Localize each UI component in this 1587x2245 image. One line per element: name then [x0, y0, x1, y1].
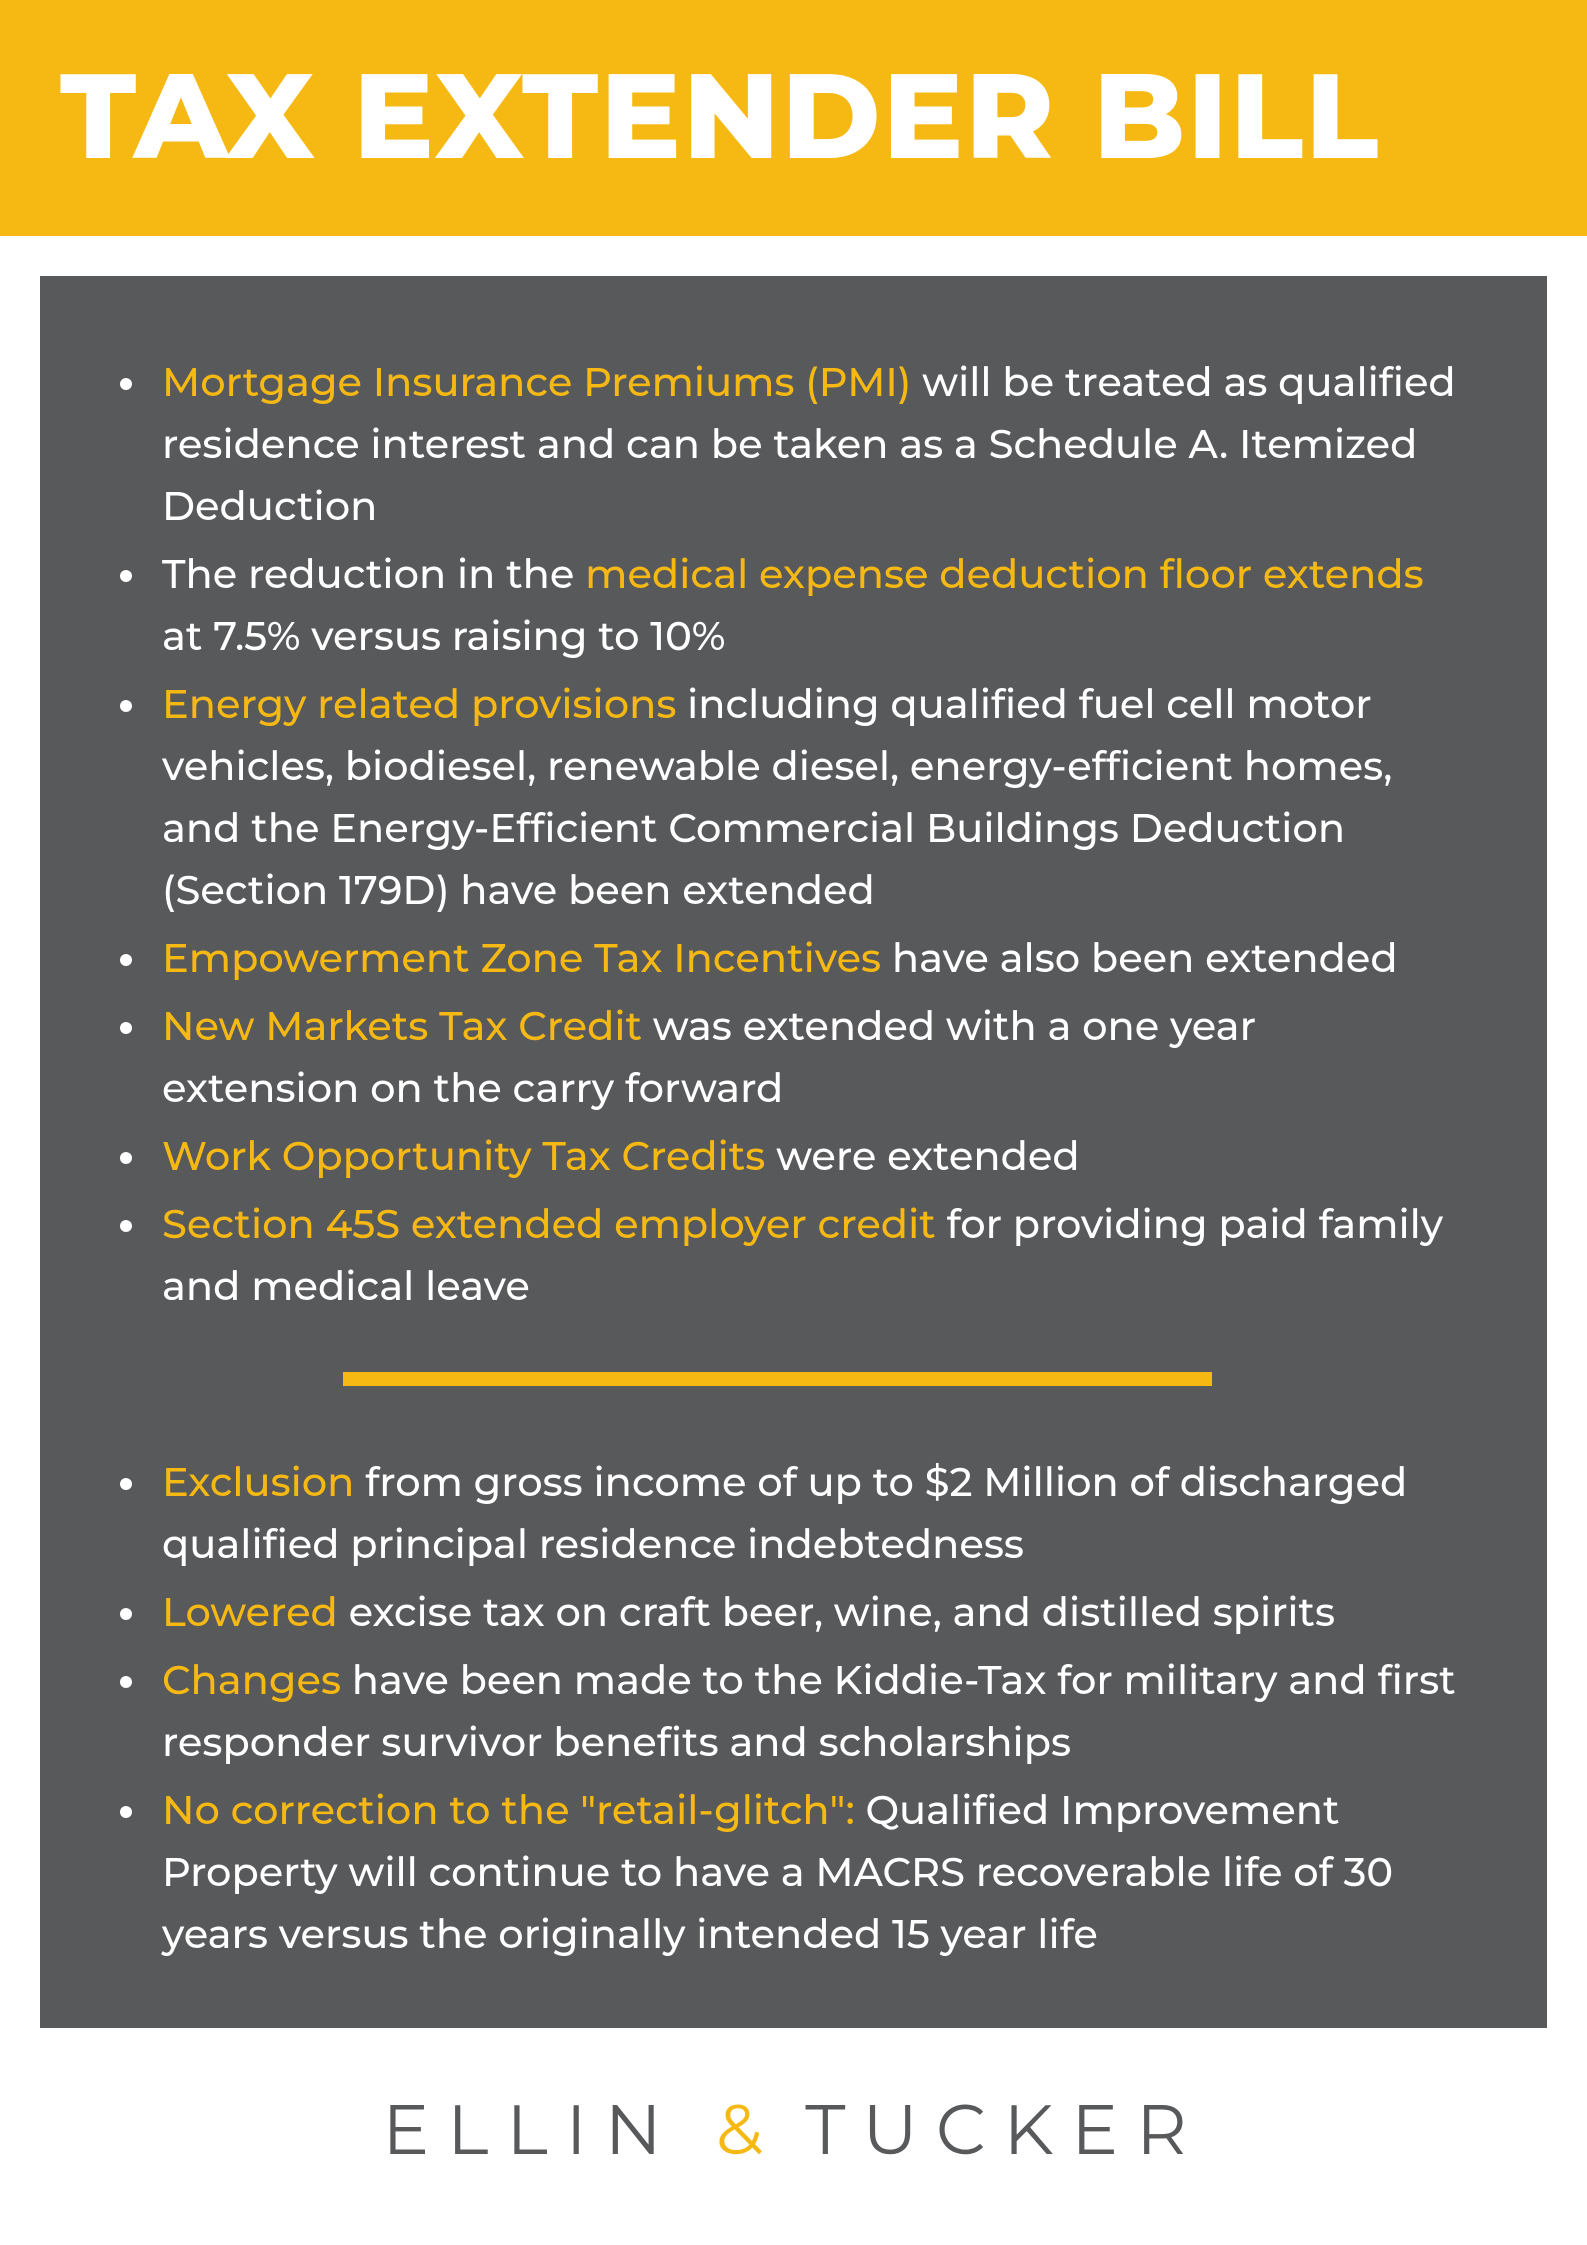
highlight-text: Section 45S extended employer credit	[162, 1200, 946, 1249]
footer: ELLIN & TUCKER	[0, 2028, 1587, 2172]
list-item: Work Opportunity Tax Credits were extend…	[98, 1126, 1457, 1188]
list-item: No correction to the "retail-glitch": Qu…	[98, 1780, 1457, 1966]
list-item: Empowerment Zone Tax Incentives have als…	[98, 928, 1457, 990]
page: TAX EXTENDER BILL Mortgage Insurance Pre…	[0, 0, 1587, 2172]
divider-rule	[343, 1372, 1213, 1386]
highlight-text: Lowered	[162, 1588, 338, 1637]
highlight-text: New Markets Tax Credit	[162, 1002, 642, 1051]
list-item: The reduction in the medical expense ded…	[98, 544, 1457, 668]
brand-amp-icon: &	[716, 2086, 769, 2172]
body-text: were extended	[765, 1132, 1079, 1181]
highlight-text: Empowerment Zone Tax Incentives	[162, 934, 881, 983]
body-text: The reduction in the	[162, 550, 585, 599]
content-panel: Mortgage Insurance Premiums (PMI) will b…	[40, 276, 1547, 2028]
list-item: New Markets Tax Credit was extended with…	[98, 996, 1457, 1120]
list-item: Lowered excise tax on craft beer, wine, …	[98, 1582, 1457, 1644]
bullet-list-2: Exclusion from gross income of up to $2 …	[98, 1452, 1457, 1966]
bullet-list-1: Mortgage Insurance Premiums (PMI) will b…	[98, 352, 1457, 1318]
list-item: Section 45S extended employer credit for…	[98, 1194, 1457, 1318]
brand-right: TUCKER	[805, 2086, 1205, 2172]
page-title: TAX EXTENDER BILL	[60, 56, 1527, 176]
body-text: have also been extended	[881, 934, 1398, 983]
list-item: Mortgage Insurance Premiums (PMI) will b…	[98, 352, 1457, 538]
highlight-text: No correction to the "retail-glitch":	[162, 1786, 855, 1835]
highlight-text: Mortgage Insurance Premiums (PMI)	[162, 358, 911, 407]
highlight-text: Energy related provisions	[162, 680, 676, 729]
header-banner: TAX EXTENDER BILL	[0, 0, 1587, 236]
highlight-text: Work Opportunity Tax Credits	[162, 1132, 765, 1181]
highlight-text: Changes	[162, 1656, 341, 1705]
body-text: at 7.5% versus raising to 10%	[162, 612, 725, 661]
highlight-text: medical expense deduction floor extends	[585, 550, 1424, 599]
brand-left: ELLIN	[382, 2086, 679, 2172]
body-text: have been made to the Kiddie-Tax for mil…	[162, 1656, 1456, 1767]
highlight-text: Exclusion	[162, 1458, 354, 1507]
list-item: Changes have been made to the Kiddie-Tax…	[98, 1650, 1457, 1774]
brand-logo: ELLIN & TUCKER	[0, 2086, 1587, 2172]
body-text: excise tax on craft beer, wine, and dist…	[338, 1588, 1335, 1637]
list-item: Energy related provisions including qual…	[98, 674, 1457, 922]
list-item: Exclusion from gross income of up to $2 …	[98, 1452, 1457, 1576]
